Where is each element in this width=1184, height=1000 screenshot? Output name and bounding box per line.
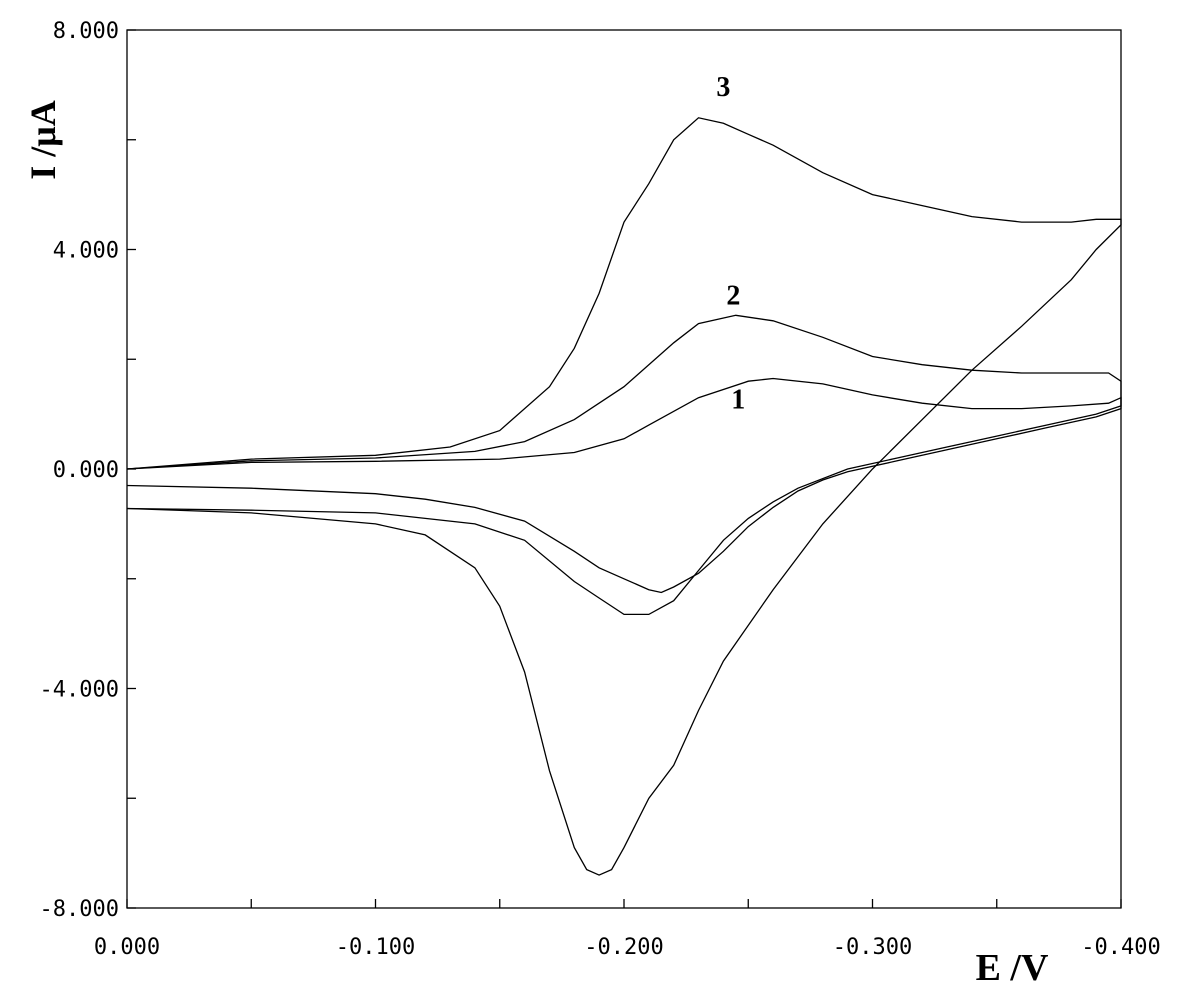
x-axis-title: E /V: [976, 947, 1049, 989]
x-tick-label: 0.000: [94, 935, 160, 960]
curves-group: [126, 117, 1122, 876]
x-tick-label: -0.100: [336, 935, 415, 960]
y-tick-label: -4.000: [40, 678, 119, 703]
curve-label-2: 2: [726, 280, 740, 311]
y-tick-label: 0.000: [53, 458, 119, 483]
y-tick-label: -8.000: [40, 897, 119, 922]
x-tick-label: -0.400: [1081, 935, 1160, 960]
curve-1: [126, 377, 1122, 594]
plot-frame: [126, 29, 1122, 909]
curve-2: [126, 314, 1122, 616]
y-axis-ticks: -8.000 -4.000 0.000 4.000 8.000: [40, 19, 136, 922]
x-tick-label: -0.200: [584, 935, 663, 960]
y-axis-title: I /μA: [23, 100, 63, 179]
x-tick-label: -0.300: [833, 935, 912, 960]
curve-label-1: 1: [731, 385, 745, 416]
curve-labels-group: 1 2 3: [716, 72, 745, 416]
y-tick-label: 4.000: [53, 239, 119, 264]
curve-3: [126, 117, 1122, 876]
x-axis-ticks: 0.000 -0.100 -0.200 -0.300 -0.400: [94, 899, 1161, 960]
curve-label-3: 3: [716, 72, 730, 103]
y-tick-label: 8.000: [53, 19, 119, 44]
